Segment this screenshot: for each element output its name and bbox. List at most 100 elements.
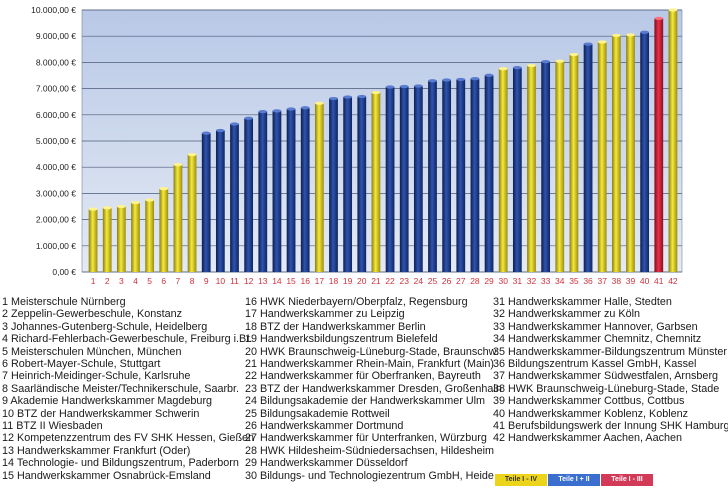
x-tick-label: 10 <box>216 276 226 286</box>
bar-cap <box>88 207 98 211</box>
legend-entry: 34 Handwerkskammer Chemnitz, Chemnitz <box>493 333 702 346</box>
bar-cap <box>102 206 112 210</box>
bar <box>555 61 565 273</box>
y-tick-label: 2.000,00 € <box>36 215 76 225</box>
bar-cap <box>300 106 310 110</box>
bar <box>583 44 593 273</box>
bar <box>484 75 494 272</box>
bar-cap <box>527 63 536 68</box>
bar <box>428 80 437 273</box>
legend-entry: 36 Bildungszentrum Kassel GmbH, Kassel <box>493 358 697 371</box>
legend-entry: 33 Handwerkskammer Hannover, Garbsen <box>493 320 698 333</box>
bar-cap <box>626 33 635 37</box>
legend-entry: 24 Bildungsakademie der Handwerkskammer … <box>245 395 486 408</box>
bar <box>498 68 508 272</box>
legend-column-3: 31 Handwerkskammer Halle, Stedten 32 Hand… <box>493 296 728 445</box>
bar-cap <box>371 90 381 95</box>
legend-entry: 5 Meisterschulen München, München <box>2 345 182 358</box>
bar <box>145 199 155 272</box>
x-tick-label: 22 <box>385 276 395 286</box>
legend-entry: 38 HWK Braunschweig-Lüneburg-Stade, Stad… <box>493 382 720 395</box>
x-tick-label: 6 <box>161 276 166 286</box>
bar <box>131 202 140 272</box>
x-tick-label: 30 <box>498 276 508 286</box>
bar <box>541 61 551 272</box>
bar <box>371 92 381 272</box>
bar-cap <box>456 77 466 82</box>
bar <box>470 78 480 272</box>
y-tick-label: 10.000,00 € <box>31 5 76 15</box>
x-tick-label: 20 <box>357 276 367 286</box>
y-tick-label: 0,00 € <box>52 267 76 277</box>
y-tick-label: 4.000,00 € <box>36 162 76 172</box>
x-tick-label: 8 <box>190 276 195 286</box>
bar <box>244 118 254 273</box>
x-tick-label: 29 <box>484 276 494 286</box>
x-tick-label: 9 <box>204 276 209 286</box>
x-tick-label: 28 <box>470 276 480 286</box>
bar-cap <box>512 66 522 70</box>
legend-column-1: 1 Meisterschule Nürnberg 2 Zeppelin-Gewer… <box>2 296 254 482</box>
bar <box>258 111 268 272</box>
x-tick-label: 5 <box>147 276 152 286</box>
x-tick-label: 36 <box>583 276 593 286</box>
legend-column-2: 16 HWK Niederbayern/Oberpfalz, Regensbur… <box>245 296 502 482</box>
bar <box>640 32 650 272</box>
bar-cap <box>399 84 409 89</box>
bar <box>626 34 635 272</box>
y-tick-label: 5.000,00 € <box>36 136 76 146</box>
bar-cap <box>329 96 338 101</box>
x-tick-label: 35 <box>569 276 579 286</box>
x-tick-label: 15 <box>286 276 296 286</box>
bar <box>88 209 98 272</box>
x-tick-label: 12 <box>244 276 254 286</box>
key-teile-i-iii: Teile I - III <box>601 474 653 486</box>
bar <box>597 41 607 272</box>
x-tick-label: 26 <box>442 276 452 286</box>
bar-cap <box>385 85 395 89</box>
x-tick-label: 33 <box>541 276 551 286</box>
legend-entry: 22 Handwerkskammer für Oberfranken, Bayr… <box>245 370 481 383</box>
bar-cap <box>187 153 197 157</box>
bar-cap <box>569 52 579 57</box>
x-tick-label: 23 <box>399 276 409 286</box>
legend-entry: 35 Handwerkskammer-Bildungszentrum Münst… <box>493 345 728 358</box>
bar-cap <box>145 198 155 202</box>
legend-entry: 12 Kompetenzzentrum des FV SHK Hessen, G… <box>2 432 255 445</box>
x-tick-label: 39 <box>626 276 636 286</box>
bar-cap <box>343 95 353 99</box>
bar-cap <box>470 77 480 81</box>
bar-cap <box>173 162 183 167</box>
legend-entry: 42 Handwerkskammer Aachen, Aachen <box>493 432 683 445</box>
y-tick-label: 7.000,00 € <box>36 84 76 94</box>
x-tick-label: 3 <box>119 276 124 286</box>
bar <box>527 65 536 272</box>
x-tick-label: 25 <box>428 276 438 286</box>
legend-entry: 7 Heinrich-Meidinger-Schule, Karlsruhe <box>2 370 191 383</box>
legend-entry: 3 Johannes-Gutenberg-Schule, Heidelberg <box>2 320 208 333</box>
x-tick-label: 27 <box>456 276 466 286</box>
bar <box>668 10 678 272</box>
legend-entry: 17 Handwerkskammer zu Leipzig <box>245 308 405 321</box>
x-tick-label: 37 <box>597 276 607 286</box>
bar <box>286 109 296 272</box>
bar-cap <box>286 107 296 111</box>
legend-entry: 1 Meisterschule Nürnberg <box>2 296 126 308</box>
bar <box>456 79 466 273</box>
x-tick-label: 4 <box>133 276 138 286</box>
legend-entry: 11 BTZ II Wiesbaden <box>2 420 103 433</box>
legend-entry: 2 Zeppelin-Gewerbeschule, Konstanz <box>2 308 183 321</box>
x-tick-label: 14 <box>272 276 282 286</box>
bar <box>173 164 183 272</box>
legend-entry: 4 Richard-Fehlerbach-Gewerbeschule, Frei… <box>2 333 253 346</box>
bar-cap <box>611 33 621 38</box>
x-tick-label: 42 <box>668 276 678 286</box>
y-tick-label: 8.000,00 € <box>36 57 76 67</box>
bar-cap <box>541 60 551 64</box>
bar-cap <box>357 94 367 99</box>
legend-entry: 31 Handwerkskammer Halle, Stedten <box>493 296 672 308</box>
x-tick-label: 7 <box>176 276 181 286</box>
y-tick-label: 9.000,00 € <box>36 31 76 41</box>
bar-cap <box>498 67 508 71</box>
legend-entry: 37 Handwerkskammer Südwestfalen, Arnsber… <box>493 370 719 383</box>
